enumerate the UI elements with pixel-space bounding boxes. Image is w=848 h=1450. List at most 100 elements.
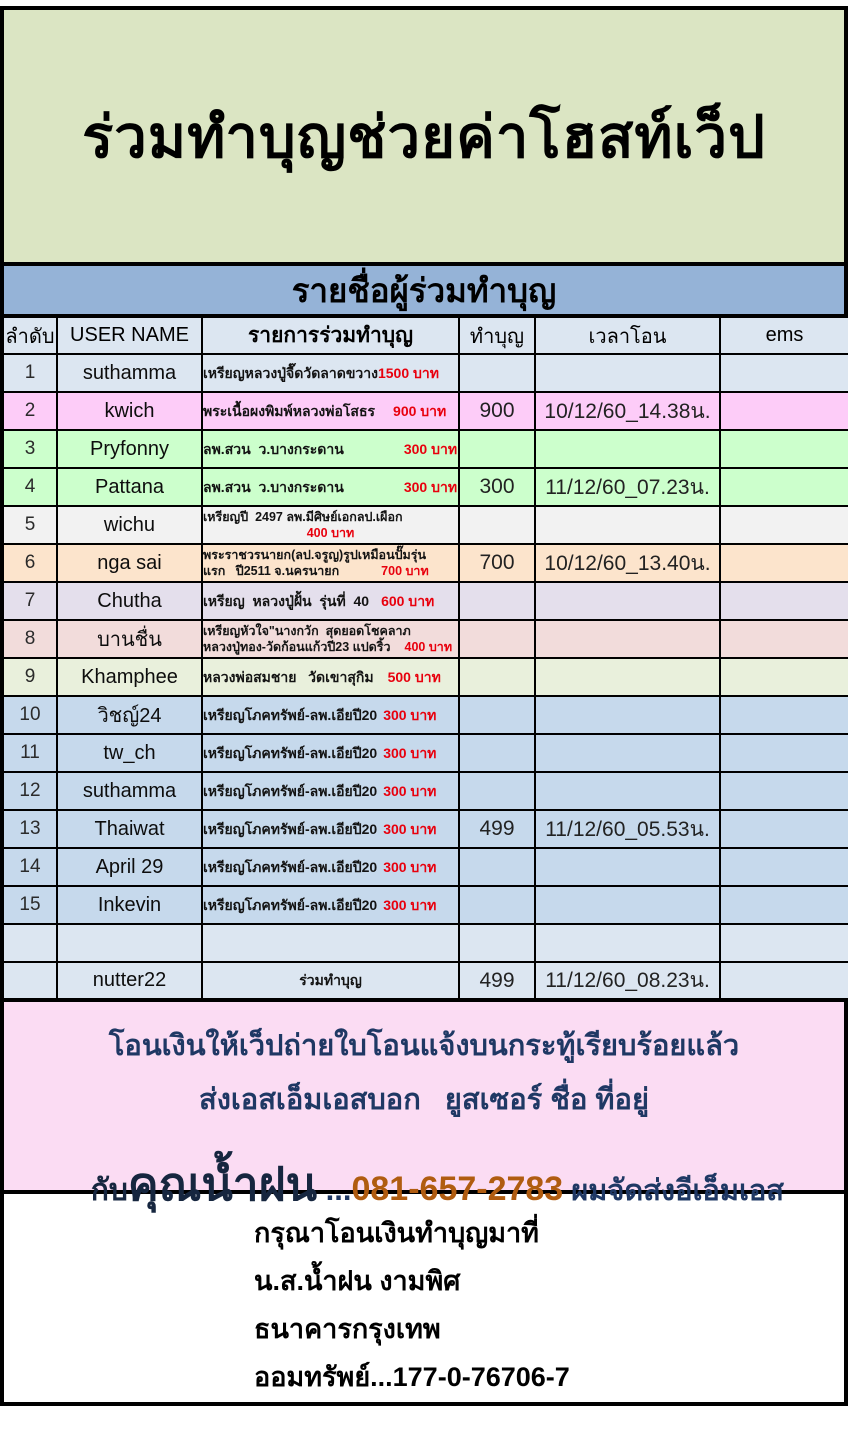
ems-cell — [719, 695, 848, 735]
item-cell: ลพ.สวน ว.บางกระดาน 300 บาท — [201, 429, 460, 469]
username-cell: Thaiwat — [56, 809, 203, 849]
ems-cell — [719, 429, 848, 469]
ems-cell — [719, 505, 848, 545]
item-line: เหรียญหัวใจ"นางกวัก สุดยอดโชคลาภ — [204, 623, 457, 639]
item-line: เหรียญโภคทรัพย์-ลพ.เอียปี20 300 บาท — [203, 744, 457, 762]
table-header-row: ลำดับ USER NAME รายการร่วมทำบุญ ทำบุญ เว… — [1, 315, 848, 355]
item-line: พระราชวรนายก(ลป.จรูญ)รูปเหมือนปั๊มรุ่น — [204, 547, 457, 563]
item-price: 400 บาท — [306, 526, 355, 540]
amount-cell — [458, 923, 536, 963]
contact-line: กับคุณน้ำฝน ...081-657-2783 ผมจัดส่งอีเอ… — [4, 1130, 844, 1239]
item-text: เหรียญ หลวงปู่ฝั้น รุ่นที่ 40 — [203, 592, 370, 609]
item-cell: เหรียญโภคทรัพย์-ลพ.เอียปี20 300 บาท — [201, 809, 460, 849]
amount-cell: 300 — [458, 467, 536, 507]
item-cell — [201, 923, 460, 963]
time-cell — [534, 581, 721, 621]
time-cell: 11/12/60_07.23น. — [534, 467, 721, 507]
amount-cell — [458, 771, 536, 811]
table-row: 8 บานชื่น เหรียญหัวใจ"นางกวัก สุดยอดโชคลาภ… — [1, 619, 848, 659]
row-number-cell: 9 — [1, 657, 58, 697]
table-row: 6 nga sai พระราชวรนายก(ลป.จรูญ)รูปเหมือนปั… — [1, 543, 848, 583]
item-cell: เหรียญโภคทรัพย์-ลพ.เอียปี20 300 บาท — [201, 847, 460, 887]
table-row: 3 Pryfonny ลพ.สวน ว.บางกระดาน 300 บาท — [1, 429, 848, 469]
notice-line-1: โอนเงินให้เว็ปถ่ายใบโอนแจ้งบนกระทู้เรียบ… — [108, 1030, 740, 1062]
item-cell: เหรียญโภคทรัพย์-ลพ.เอียปี20 300 บาท — [201, 733, 460, 773]
time-cell — [534, 505, 721, 545]
username-cell: Khamphee — [56, 657, 203, 697]
item-line: พระเนื้อผงพิมพ์หลวงพ่อโสธร 900 บาท — [203, 402, 457, 420]
item-price: 300 บาท — [403, 478, 458, 495]
table-row: 4 Pattana ลพ.สวน ว.บางกระดาน 300 บาท 300 11/1… — [1, 467, 848, 507]
ems-cell — [719, 733, 848, 773]
item-text: ลพ.สวน ว.บางกระดาน — [203, 478, 344, 495]
item-text: แรก ปี2511 จ.นครนายก — [203, 564, 340, 578]
row-number-cell: 14 — [1, 847, 58, 887]
row-number-cell: 5 — [1, 505, 58, 545]
page-title: ร่วมทำบุญช่วยค่าโฮสท์เว็ป — [82, 104, 766, 170]
item-price: 500 บาท — [387, 668, 441, 685]
ems-cell — [719, 847, 848, 887]
item-line: เหรียญโภคทรัพย์-ลพ.เอียปี20 300 บาท — [203, 896, 457, 914]
bank-line-1: กรุณาโอนเงินทำบุญมาที่ — [254, 1218, 539, 1248]
time-cell — [534, 429, 721, 469]
subtitle-banner: รายชื่อผู้ร่วมทำบุญ — [0, 266, 848, 314]
username-cell: tw_ch — [56, 733, 203, 773]
item-price: 1500 บาท — [377, 364, 439, 381]
item-cell: พระเนื้อผงพิมพ์หลวงพ่อโสธร 900 บาท — [201, 391, 460, 431]
item-text: เหรียญโภคทรัพย์-ลพ.เอียปี20 — [203, 744, 378, 761]
item-line: เหรียญโภคทรัพย์-ลพ.เอียปี20 300 บาท — [204, 858, 457, 876]
item-price: 300 บาท — [403, 440, 458, 457]
item-text: เหรียญโภคทรัพย์-ลพ.เอียปี20 — [203, 896, 378, 913]
table-row: nutter22 ร่วมทำบุญ 499 11/12/60_08.23น. — [1, 961, 848, 1001]
item-line: เหรียญปี 2497 ลพ.มีศิษย์เอกลป.เผือก — [204, 509, 457, 525]
ems-cell — [719, 467, 848, 507]
table-row: 13 Thaiwat เหรียญโภคทรัพย์-ลพ.เอียปี20 300 … — [1, 809, 848, 849]
row-number-cell: 3 — [1, 429, 58, 469]
item-text: ลพ.สวน ว.บางกระดาน — [203, 440, 344, 457]
notice-line-2: ส่งเอสเอ็มเอสบอก ยูสเซอร์ ชื่อ ที่อยู่ — [199, 1084, 649, 1116]
row-number-cell: 11 — [1, 733, 58, 773]
item-price: 300 บาท — [383, 706, 437, 723]
item-cell: เหรียญโภคทรัพย์-ลพ.เอียปี20 300 บาท — [201, 695, 460, 735]
time-cell — [534, 771, 721, 811]
contact-suffix: ผมจัดส่งอีเอ็มเอส — [563, 1175, 784, 1207]
item-cell: เหรียญ หลวงปู่ฝั้น รุ่นที่ 40 600 บาท — [201, 581, 460, 621]
username-cell: nga sai — [56, 543, 203, 583]
amount-cell: 900 — [458, 391, 536, 431]
item-price: 300 บาท — [383, 858, 437, 875]
amount-cell — [458, 429, 536, 469]
row-number-cell: 4 — [1, 467, 58, 507]
table-row: 7 Chutha เหรียญ หลวงปู่ฝั้น รุ่นที่ 40 600 … — [1, 581, 848, 621]
time-cell — [534, 923, 721, 963]
col-header-username: USER NAME — [56, 315, 203, 355]
item-text: พระเนื้อผงพิมพ์หลวงพ่อโสธร — [203, 402, 376, 419]
ems-cell — [719, 619, 848, 659]
table-row: 2 kwich พระเนื้อผงพิมพ์หลวงพ่อโสธร 900 บาท 9… — [1, 391, 848, 431]
row-number-cell: 7 — [1, 581, 58, 621]
username-cell: suthamma — [56, 353, 203, 393]
item-price: 700 บาท — [381, 564, 429, 578]
row-number-cell — [1, 923, 58, 963]
username-cell: Pryfonny — [56, 429, 203, 469]
col-header-item: รายการร่วมทำบุญ — [201, 315, 460, 355]
table-row: 12 suthamma เหรียญโภคทรัพย์-ลพ.เอียปี20 300… — [1, 771, 848, 811]
item-line: ร่วมทำบุญ — [204, 972, 457, 989]
title-banner: ร่วมทำบุญช่วยค่าโฮสท์เว็ป — [0, 6, 848, 266]
item-line: ลพ.สวน ว.บางกระดาน 300 บาท — [203, 440, 458, 458]
item-price: 300 บาท — [383, 896, 437, 913]
username-cell: Pattana — [56, 467, 203, 507]
bank-info-panel: กรุณาโอนเงินทำบุญมาที่ น.ส.น้ำฝน งามพิศ … — [0, 1194, 848, 1406]
col-header-index: ลำดับ — [1, 315, 58, 355]
row-number-cell: 2 — [1, 391, 58, 431]
item-line: เหรียญหลวงปู่จื๊ดวัดลาดขวาง 1500 บาท — [204, 364, 457, 382]
ems-cell — [719, 771, 848, 811]
username-cell: Chutha — [56, 581, 203, 621]
table-row: 14 April 29 เหรียญโภคทรัพย์-ลพ.เอียปี20 300… — [1, 847, 848, 887]
bank-line-2: น.ส.น้ำฝน งามพิศ — [254, 1266, 461, 1296]
item-line: เหรียญโภคทรัพย์-ลพ.เอียปี20 300 บาท — [204, 821, 457, 838]
time-cell — [534, 619, 721, 659]
col-header-ems: ems — [719, 315, 848, 355]
table-row: 9 Khamphee หลวงพ่อสมชาย วัดเขาสุกิม 500 บาท — [1, 657, 848, 697]
item-cell: เหรียญปี 2497 ลพ.มีศิษย์เอกลป.เผือก 400 บ… — [201, 505, 460, 545]
item-cell: ร่วมทำบุญ — [201, 961, 460, 1001]
